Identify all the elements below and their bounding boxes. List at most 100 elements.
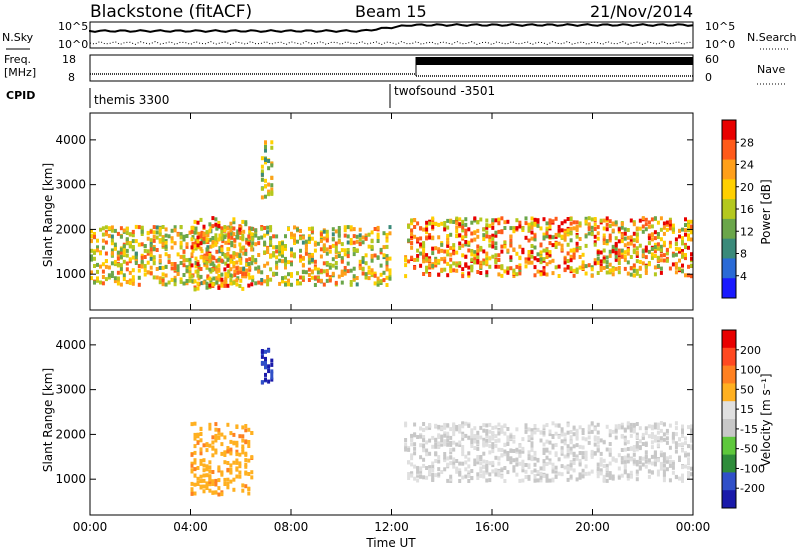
heat-cell	[251, 278, 255, 283]
heat-cell	[382, 270, 386, 275]
heat-cell	[482, 443, 486, 448]
heat-cell	[602, 440, 606, 445]
heat-cell	[272, 245, 276, 250]
heat-cell	[488, 429, 492, 434]
heat-cell	[548, 224, 552, 229]
heat-cell	[684, 256, 687, 261]
heat-cell	[602, 259, 606, 264]
heat-cell	[307, 267, 311, 272]
heat-cell	[214, 222, 218, 227]
heat-cell	[687, 233, 690, 238]
heat-cell	[247, 241, 251, 246]
heat-cell	[206, 274, 210, 279]
heat-cell	[232, 280, 236, 285]
y-tick-label: 1000	[55, 472, 86, 486]
colorbar-swatch	[722, 436, 736, 456]
heat-cell	[524, 235, 528, 240]
heat-cell	[446, 240, 450, 245]
heat-cell	[467, 457, 471, 462]
heat-cell	[521, 478, 525, 483]
heat-cell	[554, 216, 558, 221]
heat-cell	[376, 279, 380, 284]
heat-cell	[623, 447, 627, 452]
heat-cell	[623, 266, 627, 271]
heat-cell	[647, 249, 651, 254]
heat-cell	[199, 255, 203, 260]
heat-cell	[446, 261, 450, 266]
heat-cell	[370, 239, 374, 244]
heat-cell	[164, 227, 168, 232]
heat-cell	[482, 423, 486, 428]
heat-cell	[437, 455, 441, 460]
heat-cell	[659, 244, 663, 249]
heat-cell	[608, 253, 612, 258]
heat-cell	[509, 234, 513, 239]
heat-cell	[205, 230, 209, 235]
heat-cell	[245, 262, 249, 267]
heat-cell	[301, 255, 305, 260]
heat-cell	[211, 490, 215, 495]
heat-cell	[238, 284, 242, 288]
heat-cell	[467, 271, 471, 276]
heat-cell	[530, 428, 534, 433]
heat-cell	[434, 473, 438, 478]
heat-cell	[264, 145, 267, 149]
heat-cell	[635, 434, 639, 439]
heat-cell	[678, 249, 681, 254]
heat-cell	[464, 467, 468, 472]
heat-cell	[190, 237, 194, 242]
heat-cell	[331, 243, 335, 248]
heat-cell	[227, 238, 231, 243]
heat-cell	[635, 469, 639, 474]
heat-cell	[264, 361, 267, 366]
heat-cell	[452, 457, 456, 462]
heat-cell	[263, 263, 267, 268]
heat-cell	[551, 219, 555, 224]
heat-cell	[659, 253, 663, 258]
heat-cell	[512, 468, 516, 473]
heat-cell	[254, 281, 258, 286]
heat-cell	[678, 476, 681, 481]
heat-cell	[572, 252, 576, 257]
heat-cell	[551, 243, 555, 248]
heat-cell	[275, 255, 279, 260]
heat-cell	[425, 426, 429, 431]
heat-cell	[267, 182, 271, 187]
heat-cell	[376, 276, 380, 281]
heat-cell	[119, 270, 123, 275]
heat-cell	[164, 244, 168, 249]
heat-cell	[620, 239, 624, 244]
heat-cell	[382, 231, 386, 236]
heat-cell	[608, 433, 612, 438]
heat-cell	[443, 221, 447, 225]
heat-cell	[96, 278, 99, 283]
heat-cell	[287, 272, 290, 277]
heat-cell	[665, 440, 669, 445]
heat-cell	[212, 276, 216, 281]
heat-cell	[476, 472, 480, 477]
heat-cell	[425, 220, 429, 225]
heat-cell	[617, 466, 621, 471]
heat-cell	[385, 235, 389, 239]
heat-cell	[638, 243, 642, 248]
heat-cell	[521, 465, 525, 470]
heat-cell	[467, 227, 471, 232]
heat-cell	[479, 466, 483, 471]
heat-cell	[509, 434, 513, 439]
heat-cell	[500, 230, 504, 235]
heat-cell	[602, 233, 606, 238]
heat-cell	[202, 463, 206, 468]
heat-cell	[161, 242, 165, 247]
heat-cell	[488, 238, 492, 243]
heat-cell	[220, 244, 224, 249]
heat-cell	[337, 228, 341, 233]
heat-cell	[524, 264, 528, 269]
heat-cell	[650, 232, 654, 237]
noise-left-label: N.Sky	[2, 31, 34, 44]
heat-cell	[170, 262, 174, 266]
velocity-colorbar-label: Velocity [m s⁻¹]	[759, 373, 773, 466]
heat-cell	[205, 247, 209, 252]
heat-cell	[443, 249, 447, 254]
heat-cell	[125, 231, 129, 235]
heat-cell	[458, 428, 462, 433]
